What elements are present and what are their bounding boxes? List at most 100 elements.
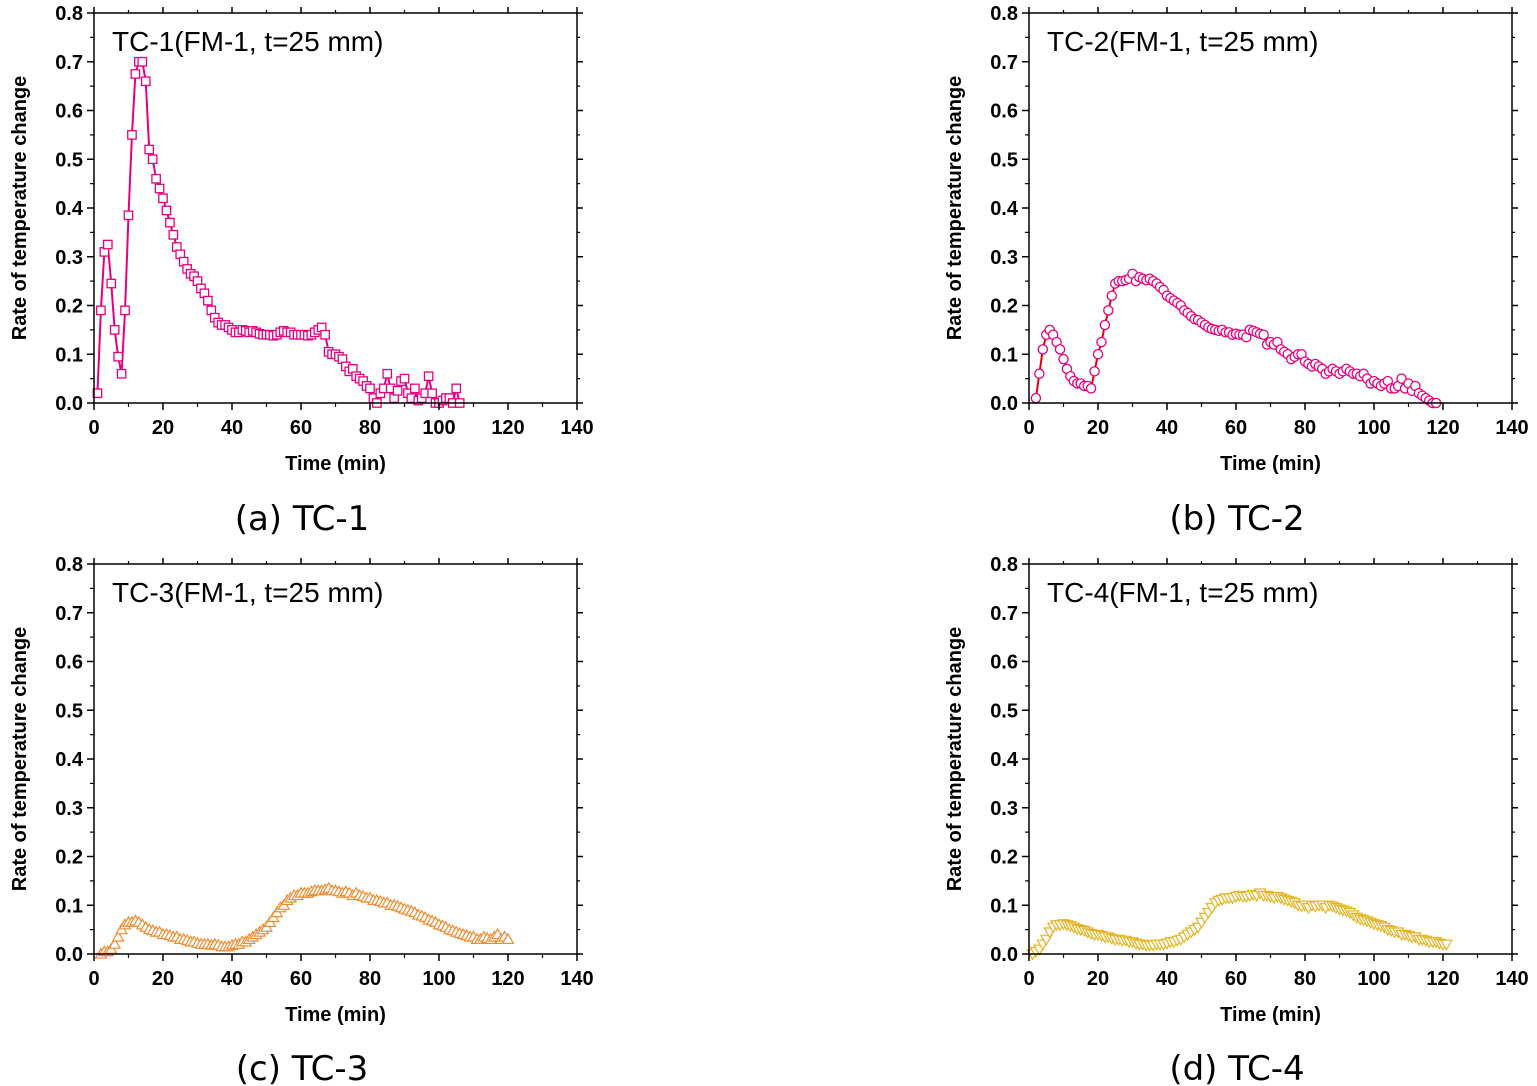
data-point bbox=[1103, 305, 1114, 316]
x-tick-label: 60 bbox=[1225, 968, 1247, 990]
y-tick-label: 0.2 bbox=[990, 296, 1018, 318]
data-point bbox=[116, 368, 127, 379]
x-tick-label: 0 bbox=[1023, 968, 1034, 990]
x-tick-label: 40 bbox=[221, 417, 243, 439]
x-tick-label: 20 bbox=[152, 417, 174, 439]
data-point bbox=[96, 305, 106, 316]
x-tick-label: 40 bbox=[221, 968, 243, 990]
data-point bbox=[151, 173, 161, 184]
y-tick-label: 0.5 bbox=[55, 149, 83, 171]
y-tick-label: 0.8 bbox=[990, 3, 1018, 25]
series-markers bbox=[94, 881, 515, 959]
x-tick-label: 40 bbox=[1156, 968, 1178, 990]
y-tick-label: 0.7 bbox=[990, 52, 1018, 74]
data-point bbox=[1258, 329, 1269, 340]
y-tick-label: 0.2 bbox=[55, 847, 83, 869]
y-tick-label: 0.0 bbox=[55, 944, 83, 966]
data-point bbox=[202, 295, 213, 306]
y-tick-label: 0.5 bbox=[990, 149, 1018, 171]
data-point bbox=[423, 371, 434, 382]
x-tick-label: 0 bbox=[88, 417, 99, 439]
y-tick-label: 0.3 bbox=[990, 247, 1018, 269]
x-tick-label: 100 bbox=[1357, 968, 1390, 990]
chart-title: TC-4(FM-1, t=25 mm) bbox=[1047, 577, 1318, 608]
data-point bbox=[108, 937, 122, 949]
data-point bbox=[1440, 939, 1453, 951]
y-tick-label: 0.0 bbox=[990, 393, 1018, 415]
data-point bbox=[320, 329, 331, 340]
data-point bbox=[1034, 368, 1045, 379]
y-axis-title: Rate of temperature change bbox=[944, 76, 966, 341]
x-axis-title: Time (min) bbox=[285, 453, 386, 475]
panel-caption: (d) TC-4 bbox=[1169, 1049, 1304, 1086]
y-tick-label: 0.6 bbox=[990, 652, 1018, 674]
x-tick-label: 60 bbox=[1225, 417, 1247, 439]
data-point bbox=[399, 373, 410, 384]
y-tick-label: 0.6 bbox=[55, 652, 83, 674]
data-point bbox=[154, 183, 165, 194]
data-point bbox=[147, 154, 158, 165]
data-point bbox=[409, 383, 420, 394]
y-axis-title: Rate of temperature change bbox=[944, 627, 966, 892]
data-point bbox=[1030, 392, 1042, 404]
chart-title: TC-3(FM-1, t=25 mm) bbox=[112, 577, 383, 608]
y-tick-label: 0.4 bbox=[990, 198, 1019, 220]
x-tick-label: 80 bbox=[359, 417, 381, 439]
y-tick-label: 0.5 bbox=[55, 700, 83, 722]
panel-b: 0 20 40 60 80 100 120 140 0.0 0.1 0.2 0.3 0.4 0.5 0.6 0… bbox=[944, 3, 1529, 539]
x-tick-label: 120 bbox=[491, 417, 524, 439]
data-point bbox=[365, 383, 375, 394]
y-axis-title: Rate of temperature change bbox=[9, 627, 31, 892]
data-point bbox=[130, 69, 141, 79]
data-point bbox=[120, 305, 130, 316]
y-tick-label: 0.8 bbox=[55, 3, 83, 25]
data-point bbox=[451, 383, 462, 394]
y-tick-label: 0.1 bbox=[990, 344, 1018, 366]
panel-a: 0 20 40 60 80 100 120 140 0.0 0.1 0.2 0.3 0.4 0.5 0.6 0… bbox=[9, 3, 594, 539]
data-point bbox=[1037, 344, 1049, 355]
chart-title: TC-1(FM-1, t=25 mm) bbox=[112, 26, 383, 57]
y-tick-label: 0.6 bbox=[55, 101, 83, 123]
series-line bbox=[100, 887, 509, 955]
series-markers bbox=[1030, 268, 1442, 409]
chart-title: TC-2(FM-1, t=25 mm) bbox=[1047, 26, 1318, 57]
y-tick-label: 0.3 bbox=[55, 798, 83, 820]
x-tick-label: 140 bbox=[1495, 968, 1528, 990]
data-point bbox=[165, 217, 175, 228]
y-tick-label: 0.8 bbox=[55, 554, 83, 576]
series-line bbox=[96, 60, 461, 404]
x-tick-label: 20 bbox=[1087, 968, 1109, 990]
data-point bbox=[1096, 336, 1107, 348]
panel-caption: (a) TC-1 bbox=[235, 499, 370, 539]
y-tick-label: 0.4 bbox=[55, 198, 84, 220]
panel-c: 0 20 40 60 80 100 120 140 0.0 0.1 0.2 0.3 0.4 0.5 0.6 0… bbox=[9, 554, 594, 1086]
y-tick-label: 0.1 bbox=[990, 895, 1018, 917]
data-point bbox=[161, 205, 172, 216]
y-tick-label: 0.3 bbox=[55, 247, 83, 269]
y-tick-label: 0.7 bbox=[55, 603, 83, 625]
x-tick-label: 80 bbox=[359, 968, 381, 990]
data-point bbox=[1089, 366, 1100, 377]
x-tick-label: 80 bbox=[1294, 417, 1316, 439]
data-point bbox=[1396, 373, 1407, 384]
data-point bbox=[140, 76, 151, 87]
y-tick-label: 0.6 bbox=[990, 101, 1018, 123]
data-point bbox=[111, 930, 125, 942]
data-point bbox=[158, 193, 168, 204]
x-axis-title: Time (min) bbox=[1220, 453, 1321, 475]
data-point bbox=[144, 144, 155, 155]
data-point bbox=[109, 325, 120, 335]
x-tick-label: 140 bbox=[560, 417, 593, 439]
y-tick-label: 0.4 bbox=[55, 749, 84, 771]
data-point bbox=[102, 239, 113, 250]
data-point bbox=[1054, 344, 1066, 355]
data-point bbox=[1058, 353, 1069, 365]
x-tick-label: 40 bbox=[1156, 417, 1178, 439]
data-point bbox=[1085, 383, 1097, 394]
x-tick-label: 140 bbox=[1495, 417, 1528, 439]
y-tick-label: 0.0 bbox=[55, 393, 83, 415]
x-tick-label: 120 bbox=[1426, 968, 1459, 990]
x-tick-label: 20 bbox=[1087, 417, 1109, 439]
data-point bbox=[137, 56, 148, 67]
